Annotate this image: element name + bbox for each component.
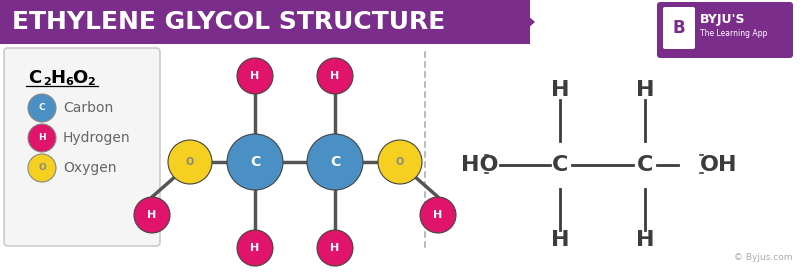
Circle shape (237, 58, 273, 94)
Text: H: H (636, 230, 654, 250)
Text: ETHYLENE GLYCOL STRUCTURE: ETHYLENE GLYCOL STRUCTURE (12, 10, 446, 34)
Text: B: B (673, 19, 686, 37)
Polygon shape (0, 0, 535, 44)
Circle shape (227, 134, 283, 190)
Text: 2: 2 (43, 77, 50, 87)
FancyBboxPatch shape (657, 2, 793, 58)
Text: H: H (550, 80, 570, 100)
Circle shape (28, 124, 56, 152)
Circle shape (28, 154, 56, 182)
Circle shape (420, 197, 456, 233)
Text: 6: 6 (65, 77, 73, 87)
Text: C: C (637, 155, 653, 175)
Text: O: O (186, 157, 194, 167)
Text: H: H (250, 243, 260, 253)
Text: Oxygen: Oxygen (63, 161, 117, 175)
Circle shape (168, 140, 212, 184)
Text: OH: OH (700, 155, 738, 175)
Text: The Learning App: The Learning App (700, 29, 767, 38)
Text: Carbon: Carbon (63, 101, 114, 115)
Text: H: H (636, 80, 654, 100)
FancyBboxPatch shape (663, 7, 695, 49)
Text: H: H (250, 71, 260, 81)
Circle shape (378, 140, 422, 184)
Text: C: C (552, 155, 568, 175)
Text: C: C (250, 155, 260, 169)
Text: H: H (330, 243, 340, 253)
Text: H: H (330, 71, 340, 81)
Text: O: O (396, 157, 404, 167)
Text: C: C (28, 69, 42, 87)
Circle shape (317, 230, 353, 266)
Text: H: H (147, 210, 157, 220)
Text: 2: 2 (87, 77, 94, 87)
Text: C: C (330, 155, 340, 169)
Text: © Byjus.com: © Byjus.com (734, 253, 792, 262)
Circle shape (28, 94, 56, 122)
Circle shape (237, 230, 273, 266)
FancyBboxPatch shape (0, 0, 510, 44)
Circle shape (317, 58, 353, 94)
Text: O: O (38, 164, 46, 173)
Text: BYJU'S: BYJU'S (700, 13, 746, 26)
Circle shape (134, 197, 170, 233)
Text: H: H (50, 69, 65, 87)
Text: C: C (38, 103, 46, 112)
Text: Hydrogen: Hydrogen (63, 131, 130, 145)
FancyBboxPatch shape (0, 0, 530, 44)
Text: H: H (550, 230, 570, 250)
Text: H: H (38, 133, 46, 143)
Text: HO: HO (462, 155, 498, 175)
Text: H: H (434, 210, 442, 220)
Text: O: O (72, 69, 87, 87)
Circle shape (307, 134, 363, 190)
FancyBboxPatch shape (4, 48, 160, 246)
